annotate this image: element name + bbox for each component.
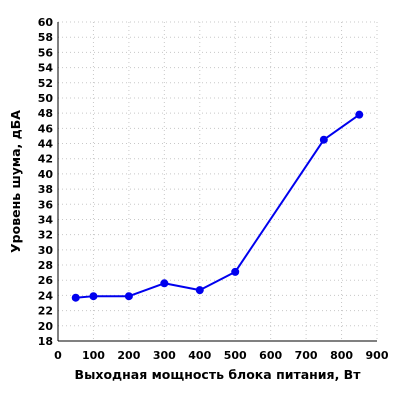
- y-tick-label: 44: [38, 138, 54, 151]
- y-tick-label: 50: [38, 92, 54, 105]
- x-tick-label: 500: [224, 349, 247, 362]
- y-tick-label: 30: [38, 244, 54, 257]
- y-tick-label: 24: [38, 289, 54, 302]
- data-point: [195, 286, 204, 295]
- y-tick-label: 26: [38, 274, 54, 287]
- y-tick-label: 40: [38, 168, 54, 181]
- y-tick-label: 42: [38, 153, 53, 166]
- x-tick-label: 200: [117, 349, 140, 362]
- y-tick-label: 58: [38, 31, 53, 44]
- y-tick-label: 56: [38, 46, 54, 59]
- y-tick-label: 54: [38, 62, 54, 75]
- tick-labels: 18 20 22 24 26 28 30 32 34 36 38 40 42 44 46 48 50 52 54 56…: [38, 16, 389, 362]
- x-tick-label: 400: [188, 349, 211, 362]
- data-point: [71, 293, 80, 302]
- y-tick-label: 18: [38, 335, 53, 348]
- data-point: [160, 279, 169, 288]
- y-tick-label: 36: [38, 198, 54, 211]
- y-tick-label: 46: [38, 122, 54, 135]
- x-tick-label: 300: [153, 349, 176, 362]
- x-tick-label: 700: [295, 349, 318, 362]
- y-tick-label: 34: [38, 213, 54, 226]
- x-tick-label: 100: [82, 349, 105, 362]
- x-tick-label: 900: [366, 349, 389, 362]
- data-point: [231, 267, 240, 276]
- data-point: [355, 110, 364, 119]
- y-axis-label: Уровень шума, дБА: [8, 110, 23, 253]
- y-tick-label: 20: [38, 320, 54, 333]
- y-tick-label: 38: [38, 183, 53, 196]
- axes: [57, 22, 377, 342]
- x-tick-label: 600: [259, 349, 282, 362]
- series: [71, 110, 364, 302]
- y-tick-label: 22: [38, 305, 53, 318]
- x-axis-label: Выходная мощность блока питания, Вт: [75, 367, 362, 382]
- data-point: [89, 292, 98, 301]
- x-tick-label: 800: [330, 349, 353, 362]
- data-point: [124, 292, 133, 301]
- y-tick-label: 32: [38, 229, 53, 242]
- x-tick-label: 0: [54, 349, 62, 362]
- data-point: [319, 135, 328, 144]
- series-line: [75, 113, 360, 299]
- y-tick-label: 48: [38, 107, 53, 120]
- grid: [58, 21, 378, 341]
- y-tick-label: 28: [38, 259, 53, 272]
- y-tick-label: 52: [38, 77, 53, 90]
- y-tick-label: 60: [38, 16, 54, 29]
